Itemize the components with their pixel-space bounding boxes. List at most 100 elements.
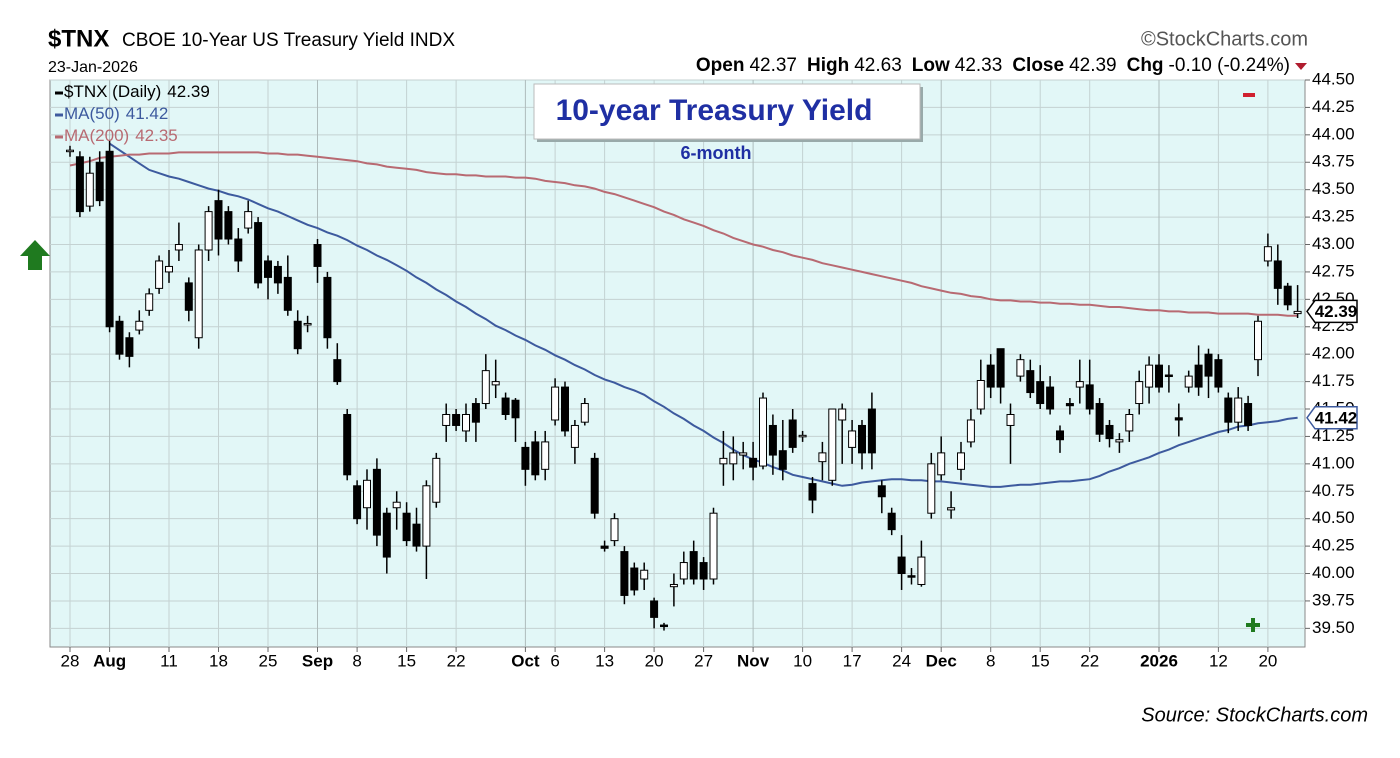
candle-body	[937, 452, 946, 476]
candle-body	[640, 569, 649, 580]
chart-title: $TNX	[48, 25, 109, 52]
y-tick-label: 43.25	[1312, 207, 1355, 226]
x-tick-label: 15	[397, 651, 416, 670]
candle-body	[313, 244, 322, 267]
plot-area	[49, 79, 1306, 648]
y-tick-label: 39.75	[1312, 590, 1355, 609]
y-tick-label: 41.25	[1312, 426, 1355, 445]
quote-change: -0.10 (-0.24%)	[1169, 55, 1290, 76]
green-marker	[1246, 618, 1260, 632]
value-tag	[1306, 299, 1358, 324]
candle-body	[1293, 310, 1302, 315]
candle-body	[1234, 397, 1243, 423]
candle-body	[462, 413, 470, 432]
moving-average-line	[69, 151, 1298, 317]
candle-body	[264, 260, 272, 278]
candle-body	[828, 408, 837, 481]
candle-body	[105, 150, 114, 328]
candle-body	[303, 322, 312, 326]
quote-value: 42.33	[955, 55, 1003, 76]
candle-body	[561, 386, 569, 432]
watermark: ©StockCharts.com	[1141, 28, 1308, 50]
x-tick-label: Sep	[302, 651, 333, 670]
x-tick-label: 2026	[1140, 651, 1178, 670]
value-tag	[1306, 406, 1358, 430]
candle-body	[343, 413, 352, 476]
x-tick-label: 27	[694, 651, 713, 670]
x-tick-label: 13	[595, 651, 614, 670]
candle-body	[580, 403, 589, 423]
candle-body	[759, 397, 767, 467]
x-tick-label: 20	[645, 651, 664, 670]
candle-body	[660, 624, 668, 628]
candle-body	[382, 512, 391, 558]
candle-body	[1125, 413, 1134, 432]
candle-body	[353, 485, 362, 520]
legend-name: MA(200)	[64, 126, 129, 145]
candle-body	[838, 408, 847, 421]
x-tick-label: 10	[793, 651, 812, 670]
candle-body	[244, 211, 253, 229]
candle-body	[689, 551, 698, 580]
quote-value: 42.63	[854, 55, 902, 76]
y-tick-label: 40.00	[1312, 563, 1355, 582]
candle-body	[1095, 403, 1104, 435]
legend-entry: MA(200) 42.35	[64, 126, 178, 145]
candle-body	[669, 583, 678, 588]
y-tick-label: 41.00	[1312, 453, 1355, 472]
red-marker	[1243, 93, 1255, 97]
candle-body	[551, 386, 560, 421]
candle-body	[1263, 246, 1272, 262]
candle-body	[273, 265, 282, 284]
candle-body	[719, 457, 728, 465]
candle-body	[1016, 359, 1025, 377]
y-tick-label: 42.00	[1312, 344, 1355, 363]
candle-body	[709, 512, 718, 580]
legend-value: 41.42	[126, 104, 169, 123]
value-tag-label: 41.42	[1315, 408, 1358, 427]
candle-body	[729, 452, 738, 465]
annotation-title: 10-year Treasury Yield	[556, 94, 873, 127]
grid	[50, 79, 1305, 647]
candle-body	[768, 424, 777, 456]
x-tick-label: 17	[843, 651, 862, 670]
candle-body	[1164, 374, 1173, 378]
candle-body	[511, 399, 520, 419]
legend-entry: $TNX (Daily) 42.39	[64, 82, 210, 101]
green-arrow	[20, 240, 50, 270]
candle-body	[392, 501, 401, 509]
candle-body	[66, 149, 74, 153]
legend-entry: MA(50) 41.42	[64, 104, 168, 123]
x-tick-label: Oct	[511, 651, 540, 670]
x-tick-label: 15	[1031, 651, 1050, 670]
candle-body	[1194, 364, 1203, 388]
x-tick-label: Aug	[93, 651, 126, 670]
candle-body	[798, 434, 807, 438]
candle-body	[531, 441, 540, 476]
candle-body	[1026, 370, 1035, 394]
quote-label: High	[807, 55, 849, 76]
y-tick-label: 43.00	[1312, 234, 1355, 253]
quote-label: Low	[912, 55, 950, 76]
candle-body	[600, 545, 609, 549]
candle-body	[986, 364, 995, 388]
candle-body	[620, 551, 629, 596]
candle-body	[1204, 353, 1213, 377]
candle-body	[1214, 359, 1223, 388]
legend-value: 42.35	[135, 126, 178, 145]
candle-body	[778, 450, 787, 470]
candle-body	[867, 408, 876, 454]
candle-body	[788, 419, 797, 448]
marks	[66, 140, 1302, 631]
legend-name: $TNX (Daily)	[64, 82, 161, 101]
x-tick-label: 22	[447, 651, 466, 670]
candle-body	[1135, 381, 1144, 405]
candle-body	[125, 337, 134, 357]
x-tick-label: 12	[1209, 651, 1228, 670]
candle-body	[650, 600, 659, 618]
x-tick-label: 20	[1258, 651, 1277, 670]
candle-body	[422, 485, 431, 547]
candle-body	[491, 381, 500, 386]
candle-body	[363, 479, 371, 509]
